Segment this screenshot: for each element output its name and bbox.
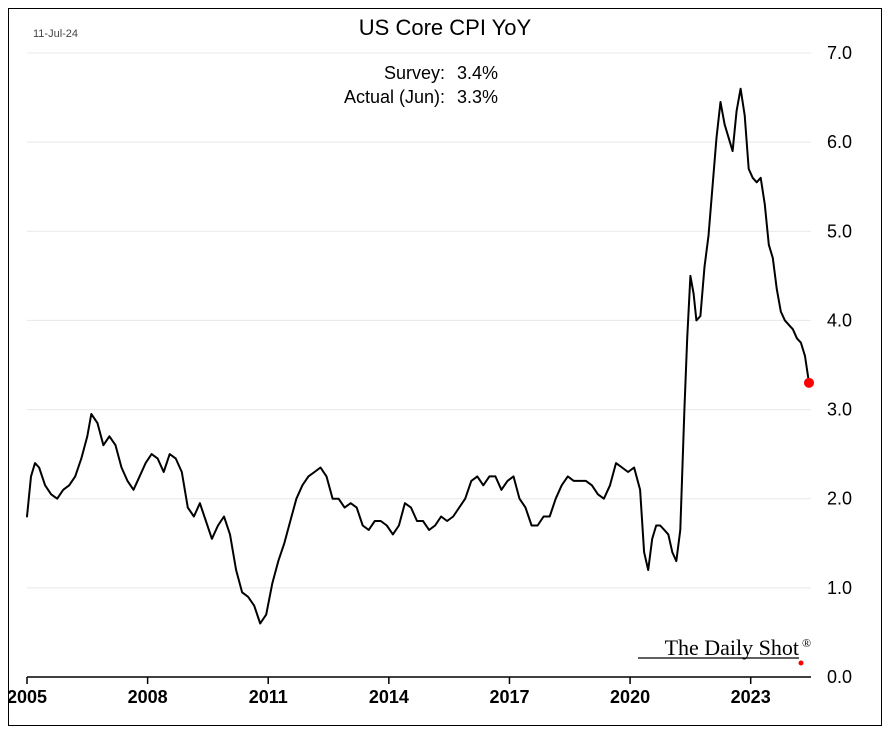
survey-value: 3.4% bbox=[457, 63, 498, 83]
x-tick-label: 2011 bbox=[249, 687, 288, 707]
y-tick-label: 0.0 bbox=[827, 667, 852, 687]
latest-point-marker bbox=[804, 378, 814, 388]
x-tick-label: 2014 bbox=[369, 687, 409, 707]
actual-value: 3.3% bbox=[457, 87, 498, 107]
y-tick-label: 3.0 bbox=[827, 400, 852, 420]
survey-label: Survey: bbox=[384, 63, 445, 83]
x-tick-label: 2020 bbox=[610, 687, 650, 707]
actual-label: Actual (Jun): bbox=[344, 87, 445, 107]
y-tick-label: 7.0 bbox=[827, 43, 852, 63]
source-attribution: The Daily Shot® bbox=[638, 635, 811, 666]
y-tick-label: 1.0 bbox=[827, 578, 852, 598]
date-stamp: 11-Jul-24 bbox=[33, 28, 78, 40]
source-registered-mark: ® bbox=[802, 636, 811, 650]
y-tick-label: 5.0 bbox=[827, 221, 852, 241]
x-tick-label: 2017 bbox=[489, 687, 529, 707]
x-tick-label: 2008 bbox=[128, 687, 168, 707]
x-tick-label: 2023 bbox=[731, 687, 771, 707]
source-dot-icon bbox=[799, 661, 804, 666]
cpi-line bbox=[27, 89, 809, 624]
source-text: The Daily Shot bbox=[665, 635, 799, 660]
y-tick-label: 6.0 bbox=[827, 132, 852, 152]
x-tick-label: 2005 bbox=[9, 687, 47, 707]
chart-frame: 2005 2008 2011 2014 2017 2020 2023 0.0 1.0 2.0 3.0… bbox=[8, 8, 882, 726]
y-tick-label: 2.0 bbox=[827, 489, 852, 509]
chart-svg: 2005 2008 2011 2014 2017 2020 2023 0.0 1.0 2.0 3.0… bbox=[9, 9, 881, 725]
y-tick-label: 4.0 bbox=[827, 310, 852, 330]
chart-title: US Core CPI YoY bbox=[359, 15, 532, 40]
